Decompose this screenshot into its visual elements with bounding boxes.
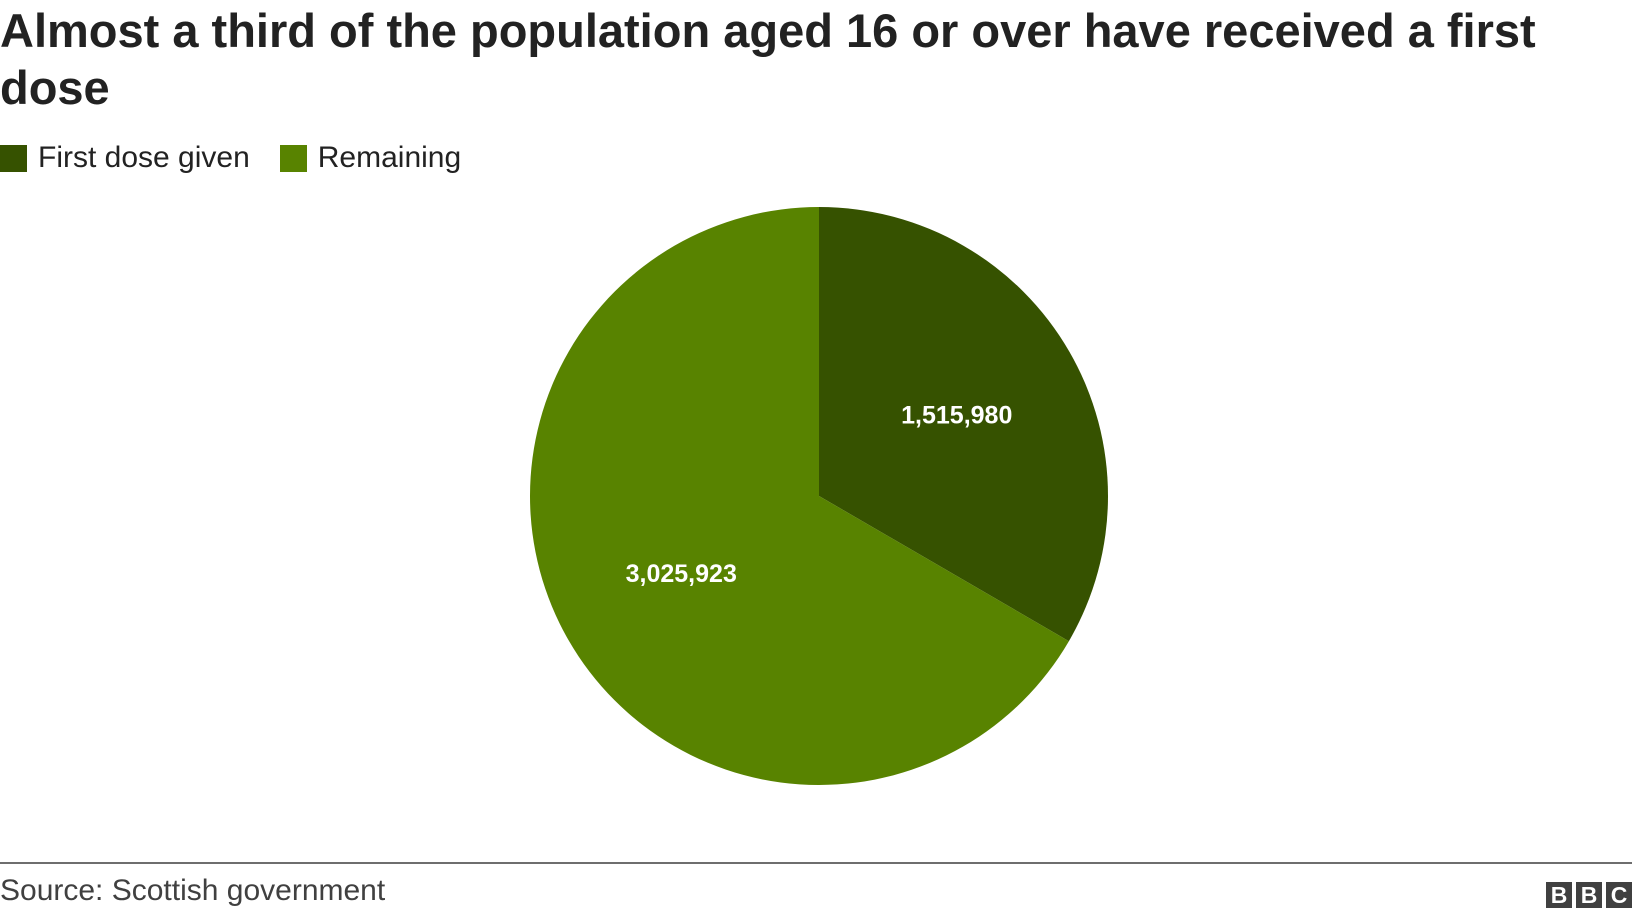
- legend-swatch-first-dose: [0, 144, 27, 172]
- data-label-remaining: 3,025,923: [626, 560, 737, 588]
- pie-chart: 1,515,980 3,025,923: [529, 207, 1108, 785]
- bbc-logo-block-b1: B: [1546, 882, 1572, 908]
- bbc-logo: B B C: [1542, 882, 1632, 908]
- footer-divider: [0, 862, 1632, 864]
- legend-item-remaining: Remaining: [279, 141, 462, 175]
- bbc-logo-block-b2: B: [1576, 882, 1602, 908]
- legend: First dose given Remaining: [0, 140, 491, 176]
- legend-swatch-remaining: [279, 144, 307, 172]
- legend-item-first-dose: First dose given: [0, 141, 250, 175]
- bbc-logo-block-c: C: [1606, 882, 1632, 908]
- pie-slice-remaining: [529, 207, 1069, 785]
- chart-title: Almost a third of the population aged 16…: [0, 4, 1536, 114]
- legend-label-remaining: Remaining: [317, 141, 462, 174]
- pie-labels: 1,515,980 3,025,923: [626, 401, 1013, 588]
- legend-label-first-dose: First dose given: [38, 141, 250, 174]
- pie-slices: [529, 207, 1108, 785]
- data-label-first-dose: 1,515,980: [901, 401, 1012, 429]
- source-note: Source: Scottish government: [0, 874, 386, 907]
- pie-slice-first-dose: [819, 207, 1108, 642]
